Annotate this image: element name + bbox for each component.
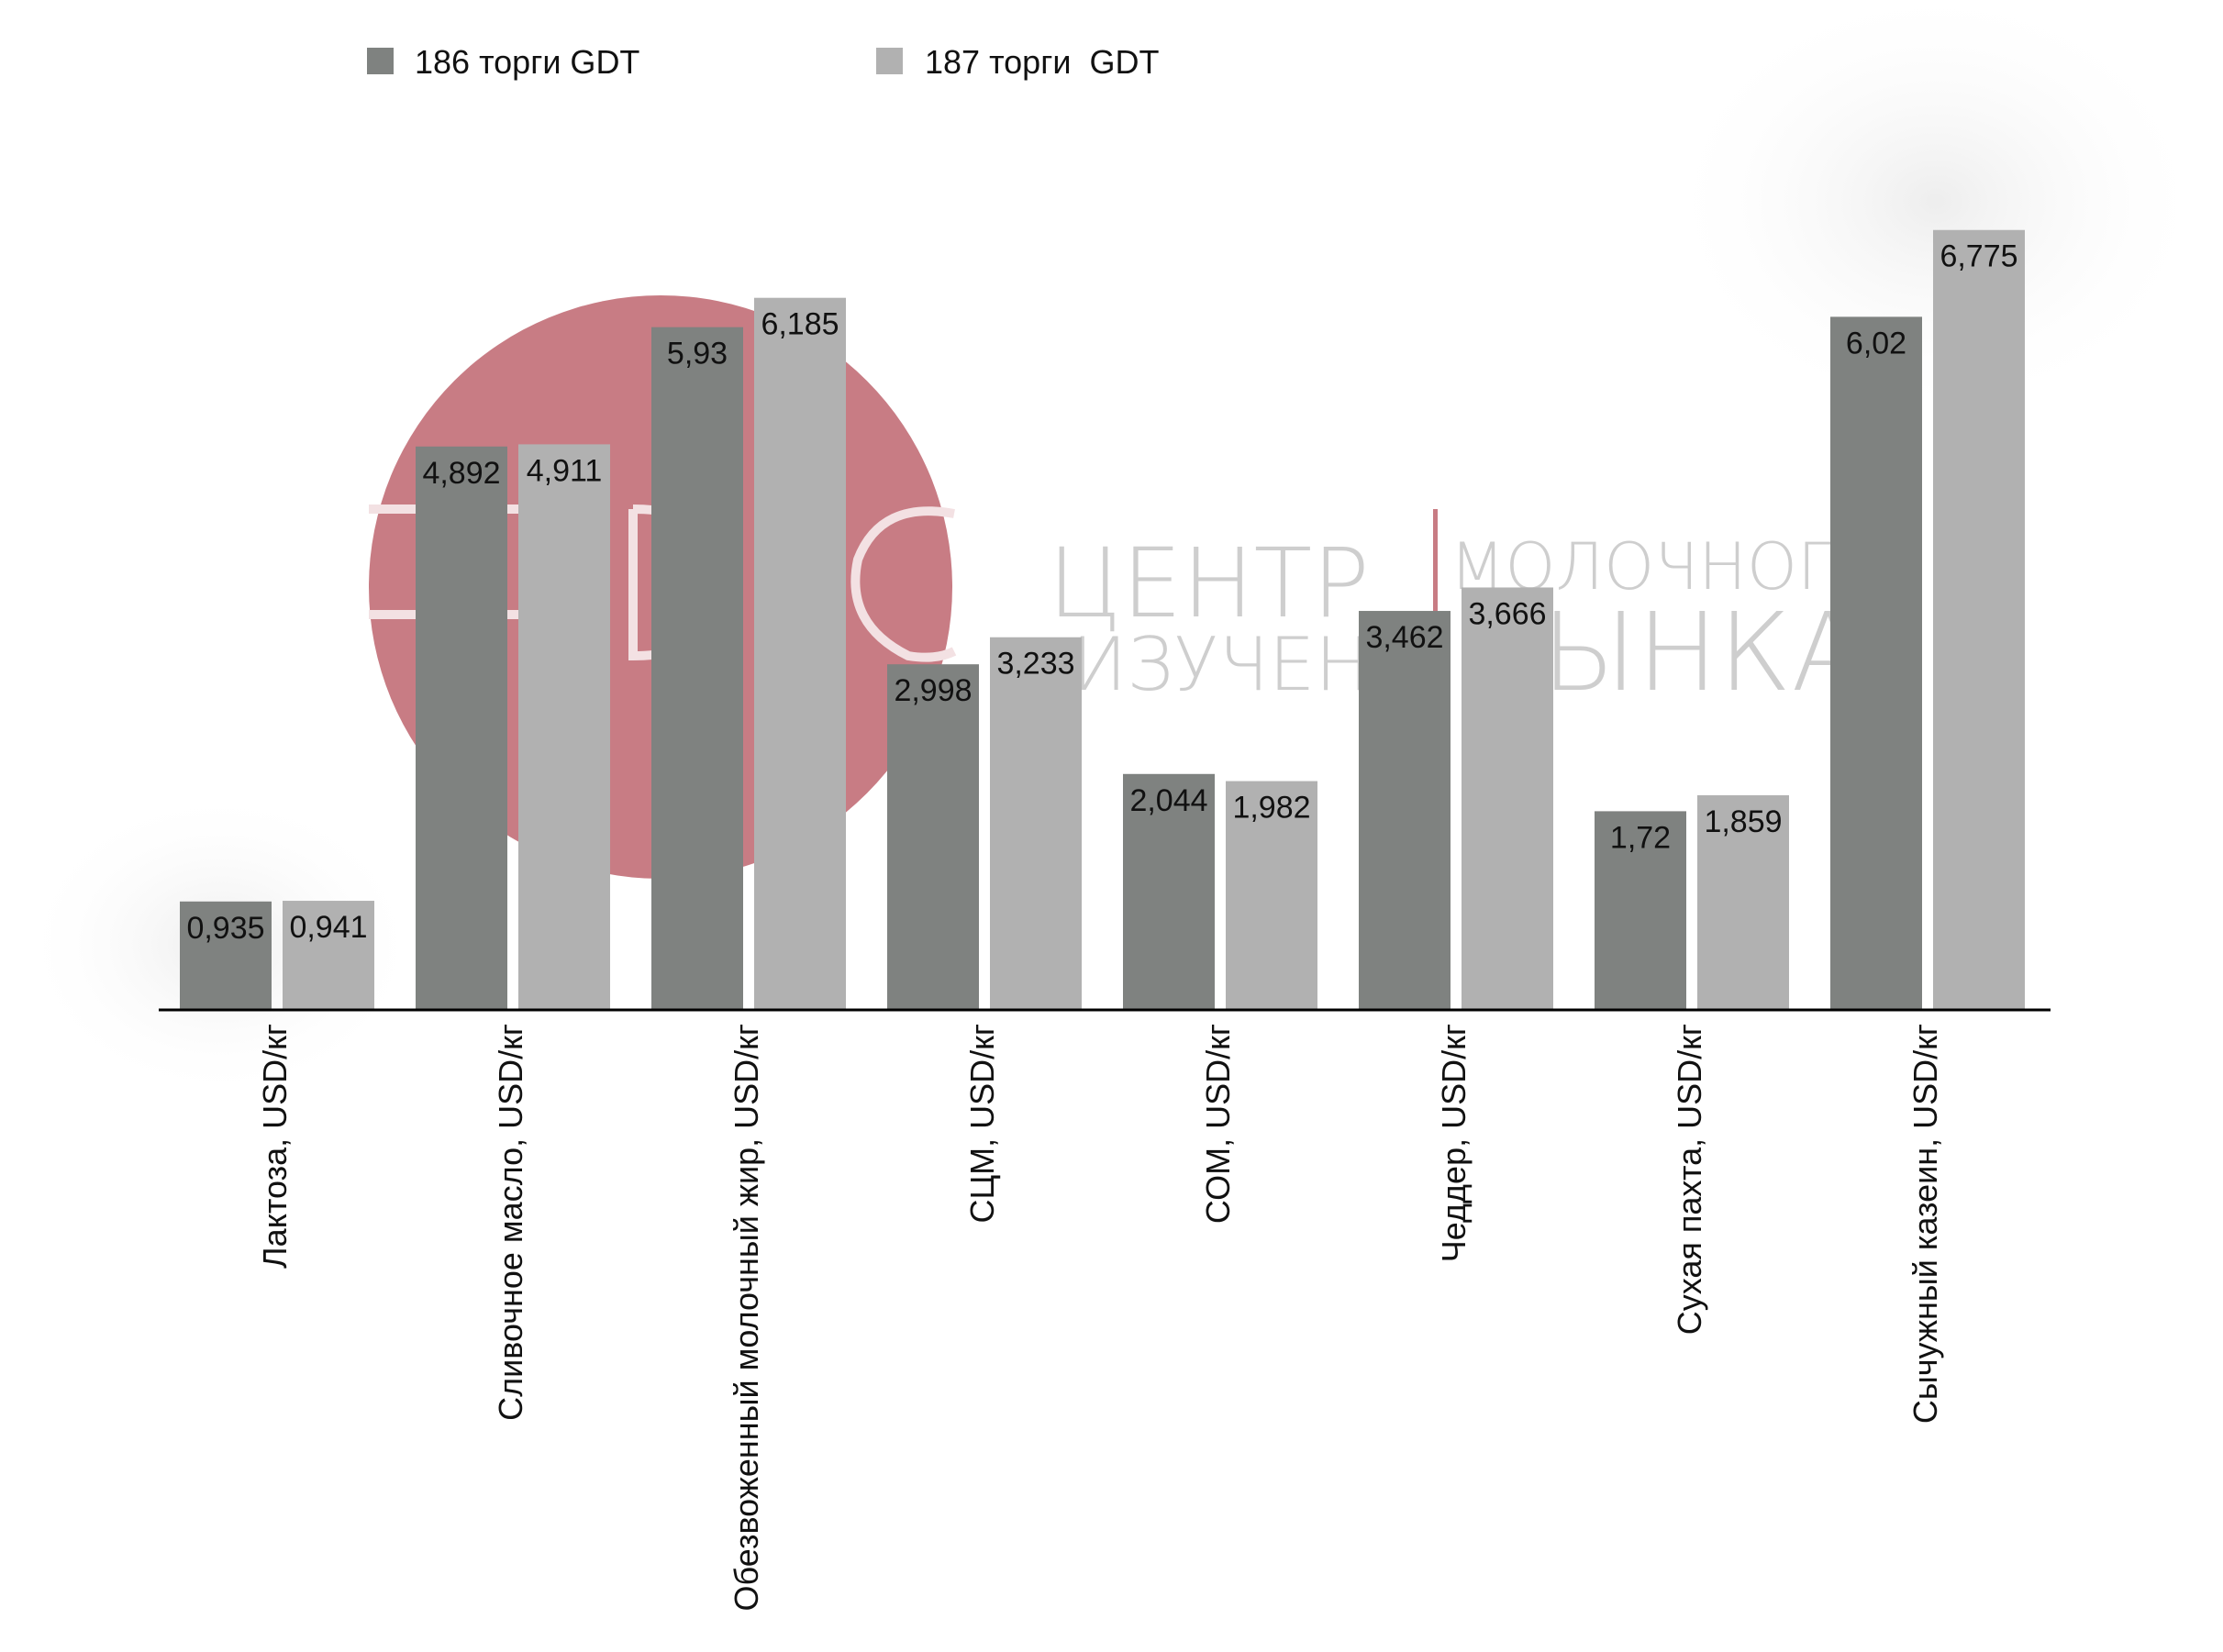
value-label-series-2-cat-1: 0,941 <box>289 910 367 945</box>
category-label-5: СОМ, USD/кг <box>1199 1024 1237 1224</box>
bar-series-2-cat-4 <box>990 637 1082 1009</box>
value-label-series-1-cat-7: 1,72 <box>1610 820 1671 855</box>
bar-series-1-cat-2 <box>416 446 507 1009</box>
value-label-series-2-cat-3: 6,185 <box>761 307 839 342</box>
value-label-series-1-cat-2: 4,892 <box>422 456 500 491</box>
bar-series-2-cat-2 <box>518 444 610 1010</box>
legend-swatch-186 <box>367 48 394 74</box>
legend: 186 торги GDT 187 торги GDT <box>367 43 1159 81</box>
bar-series-1-cat-5 <box>1123 773 1215 1009</box>
value-label-series-2-cat-4: 3,233 <box>996 647 1074 682</box>
value-label-series-1-cat-6: 3,462 <box>1365 620 1443 655</box>
value-label-series-1-cat-1: 0,935 <box>186 911 264 946</box>
category-label-6: Чеддер, USD/кг <box>1435 1024 1473 1262</box>
bars <box>180 229 2025 1010</box>
value-label-series-1-cat-3: 5,93 <box>667 337 728 371</box>
watermark-divider <box>1433 509 1438 621</box>
value-label-series-2-cat-2: 4,911 <box>527 453 603 488</box>
value-label-series-2-cat-8: 6,775 <box>1940 239 2017 274</box>
legend-label-186: 186 торги GDT <box>415 43 639 81</box>
category-label-1: Лактоза, USD/кг <box>256 1024 294 1269</box>
category-labels: Лактоза, USD/кг Сливочное масло, USD/кг Об… <box>256 1024 1944 1612</box>
bar-series-1-cat-3 <box>651 327 743 1009</box>
legend-label-187: 187 торги GDT <box>925 43 1159 81</box>
category-label-7: Сухая пахта, USD/кг <box>1671 1024 1708 1335</box>
bar-series-1-cat-6 <box>1359 611 1451 1009</box>
value-label-series-1-cat-8: 6,02 <box>1846 326 1906 360</box>
watermark-text: ЦЕНТР <box>1048 527 1370 639</box>
bar-series-2-cat-1 <box>283 901 374 1009</box>
value-label-series-2-cat-7: 1,859 <box>1704 804 1782 839</box>
category-label-2: Сливочное масло, USD/кг <box>492 1024 529 1421</box>
category-label-4: СЦМ, USD/кг <box>963 1024 1001 1224</box>
category-label-8: Сычужный казеин, USD/кг <box>1906 1024 1944 1424</box>
bar-series-2-cat-7 <box>1697 794 1789 1009</box>
value-label-series-1-cat-5: 2,044 <box>1129 783 1207 818</box>
bar-series-1-cat-1 <box>180 901 272 1009</box>
legend-swatch-187 <box>876 48 903 74</box>
bar-series-2-cat-6 <box>1462 587 1553 1009</box>
bar-series-2-cat-5 <box>1226 781 1317 1009</box>
bar-series-2-cat-3 <box>754 297 846 1010</box>
bar-series-1-cat-7 <box>1595 811 1686 1009</box>
value-label-series-2-cat-6: 3,666 <box>1468 596 1546 631</box>
value-label-series-1-cat-4: 2,998 <box>894 673 972 708</box>
value-label-series-2-cat-5: 1,982 <box>1232 791 1310 826</box>
value-labels: 0,935 0,941 4,892 4,911 5,93 6,185 2,998 3,233 2… <box>186 239 2017 946</box>
bar-series-2-cat-8 <box>1933 229 2025 1009</box>
category-label-3: Обезвоженный молочный жир, USD/кг <box>728 1024 765 1612</box>
background-shadow <box>1661 0 2211 422</box>
bar-series-1-cat-8 <box>1830 316 1922 1010</box>
bar-series-1-cat-4 <box>887 664 979 1009</box>
watermark-text: ЫНКА <box>1541 589 1865 715</box>
